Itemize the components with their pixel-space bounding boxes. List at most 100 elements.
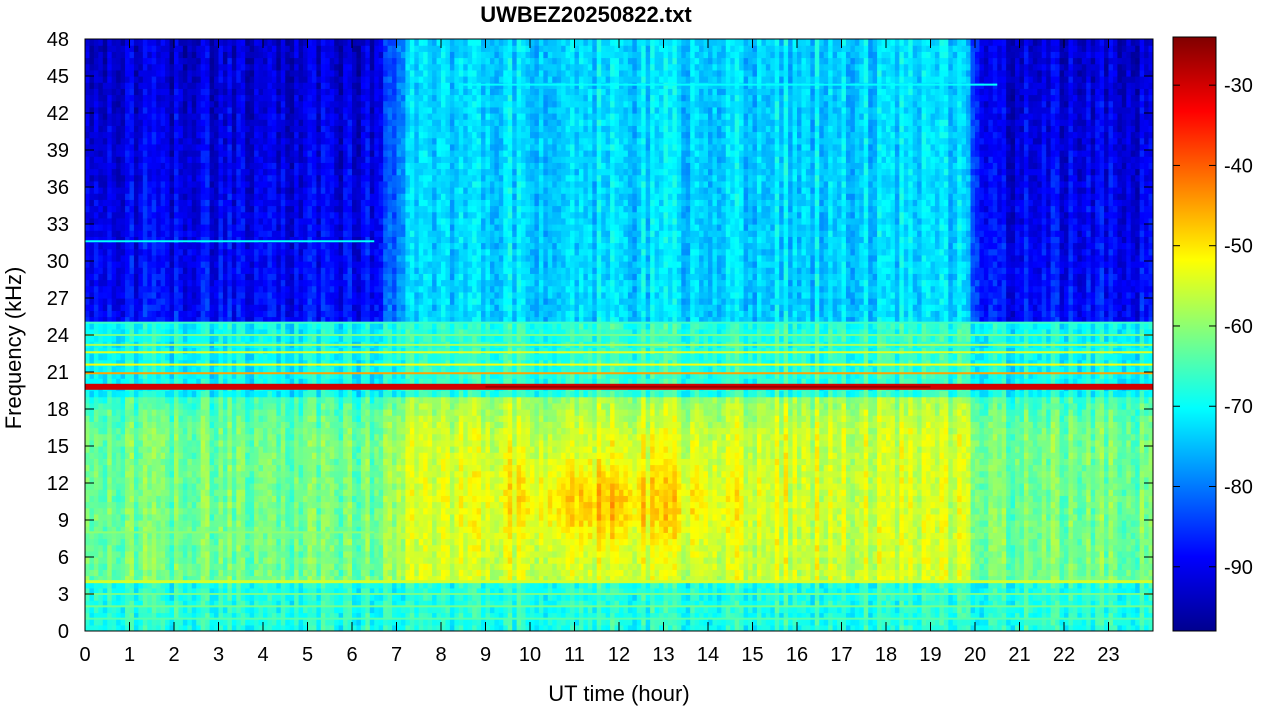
heatmap-cell: [130, 440, 135, 447]
heatmap-cell: [89, 95, 94, 102]
heatmap-cell: [94, 39, 99, 46]
heatmap-cell: [85, 545, 90, 552]
heatmap-cell: [161, 415, 166, 422]
heatmap-cell: [138, 489, 143, 496]
heatmap-cell: [241, 138, 246, 145]
heatmap-cell: [272, 458, 277, 465]
heatmap-cell: [276, 150, 281, 157]
heatmap-cell: [112, 70, 117, 77]
heatmap-cell: [308, 606, 313, 613]
heatmap-cell: [178, 156, 183, 163]
heatmap-cell: [89, 273, 94, 280]
heatmap-cell: [259, 125, 264, 132]
heatmap-cell: [290, 249, 295, 256]
heatmap-cell: [187, 397, 192, 404]
heatmap-cell: [147, 193, 152, 200]
heatmap-cell: [267, 563, 272, 570]
heatmap-cell: [147, 249, 152, 256]
heatmap-cell: [138, 156, 143, 163]
heatmap-cell: [192, 175, 197, 182]
heatmap-cell: [259, 206, 264, 213]
heatmap-cell: [267, 249, 272, 256]
heatmap-cell: [178, 212, 183, 219]
heatmap-cell: [290, 64, 295, 71]
heatmap-cell: [156, 286, 161, 293]
heatmap-cell: [259, 539, 264, 546]
heatmap-cell: [112, 477, 117, 484]
heatmap-cell: [303, 150, 308, 157]
heatmap-cell: [201, 619, 206, 626]
heatmap-cell: [85, 162, 90, 169]
heatmap-cell: [312, 267, 317, 274]
heatmap-cell: [156, 465, 161, 472]
heatmap-cell: [112, 119, 117, 126]
heatmap-cell: [156, 483, 161, 490]
heatmap-cell: [98, 58, 103, 65]
heatmap-cell: [263, 304, 268, 311]
heatmap-cell: [290, 132, 295, 139]
heatmap-cell: [232, 243, 237, 250]
heatmap-cell: [259, 551, 264, 558]
heatmap-cell: [281, 101, 286, 108]
heatmap-cell: [183, 249, 188, 256]
heatmap-cell: [121, 508, 126, 515]
heatmap-cell: [187, 113, 192, 120]
heatmap-cell: [281, 212, 286, 219]
heatmap-cell: [241, 261, 246, 268]
heatmap-cell: [290, 483, 295, 490]
heatmap-cell: [210, 39, 215, 46]
heatmap-cell: [156, 76, 161, 83]
heatmap-cell: [259, 545, 264, 552]
heatmap-cell: [161, 594, 166, 601]
heatmap-cell: [214, 218, 219, 225]
heatmap-cell: [276, 261, 281, 268]
heatmap-cell: [290, 465, 295, 472]
heatmap-cell: [121, 88, 126, 95]
heatmap-cell: [147, 39, 152, 46]
heatmap-cell: [272, 594, 277, 601]
heatmap-cell: [196, 51, 201, 58]
heatmap-cell: [107, 286, 112, 293]
heatmap-cell: [290, 150, 295, 157]
heatmap-cell: [263, 193, 268, 200]
heatmap-cell: [183, 403, 188, 410]
heatmap-cell: [143, 606, 148, 613]
heatmap-cell: [85, 502, 90, 509]
heatmap-cell: [196, 255, 201, 262]
heatmap-cell: [210, 144, 215, 151]
heatmap-cell: [112, 107, 117, 114]
heatmap-cell: [178, 39, 183, 46]
heatmap-cell: [245, 421, 250, 428]
heatmap-cell: [196, 101, 201, 108]
heatmap-cell: [134, 273, 139, 280]
heatmap-cell: [254, 551, 259, 558]
heatmap-cell: [245, 446, 250, 453]
heatmap-cell: [210, 563, 215, 570]
heatmap-cell: [290, 508, 295, 515]
heatmap-cell: [85, 557, 90, 564]
heatmap-cell: [299, 310, 304, 317]
heatmap-cell: [254, 409, 259, 416]
heatmap-cell: [308, 354, 313, 361]
heatmap-cell: [192, 82, 197, 89]
heatmap-cell: [161, 310, 166, 317]
heatmap-cell: [125, 458, 130, 465]
heatmap-cell: [121, 64, 126, 71]
heatmap-cell: [152, 415, 157, 422]
heatmap-cell: [183, 594, 188, 601]
heatmap-cell: [205, 397, 210, 404]
heatmap-cell: [143, 261, 148, 268]
heatmap-cell: [219, 58, 224, 65]
heatmap-cell: [294, 82, 299, 89]
heatmap-cell: [276, 489, 281, 496]
heatmap-cell: [299, 495, 304, 502]
heatmap-cell: [98, 88, 103, 95]
heatmap-cell: [308, 335, 313, 342]
heatmap-cell: [236, 212, 241, 219]
heatmap-cell: [178, 88, 183, 95]
heatmap-cell: [152, 218, 157, 225]
heatmap-cell: [303, 249, 308, 256]
heatmap-cell: [178, 249, 183, 256]
heatmap-cell: [183, 199, 188, 206]
heatmap-cell: [267, 335, 272, 342]
